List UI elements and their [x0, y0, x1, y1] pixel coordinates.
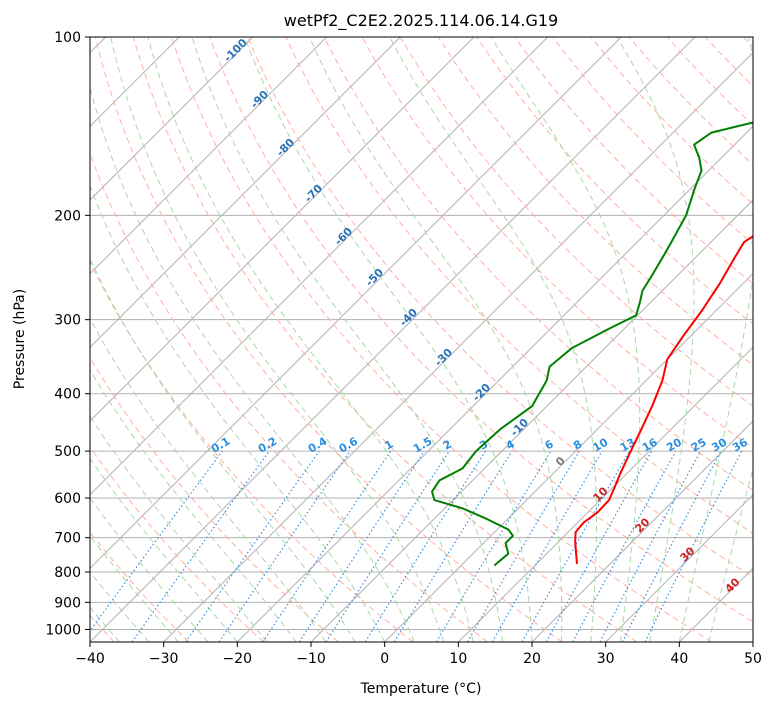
isotherm-line — [605, 493, 753, 642]
moist-adiabat-line — [308, 37, 563, 642]
moist-adiabat-line — [616, 37, 695, 642]
mixing-ratio-line — [364, 450, 486, 642]
x-tick-label: 0 — [380, 651, 389, 667]
mixing-ratio-line — [466, 450, 580, 642]
x-axis: −40 −30 −20 −10 0 10 20 30 40 50 — [75, 642, 762, 667]
moist-adiabat-line — [708, 466, 753, 642]
moist-adiabat-line — [191, 37, 503, 642]
moist-adiabat-line — [147, 37, 474, 642]
plot-frame — [89, 36, 754, 643]
dry-adiabat-line — [514, 37, 753, 285]
moist-adiabat-line — [90, 457, 238, 642]
moist-adiabat-line — [90, 184, 386, 642]
x-tick-label: −20 — [223, 651, 253, 667]
mixing-ratio-line — [491, 450, 603, 642]
y-tick-label: 700 — [54, 531, 81, 547]
moist-adiabat-line — [490, 37, 641, 642]
mixing-ratio-line — [545, 450, 653, 642]
x-tick-label: 30 — [597, 651, 615, 667]
x-tick-label: −40 — [75, 651, 105, 667]
x-tick-label: 50 — [744, 651, 762, 667]
moist-adiabat-line — [90, 85, 415, 642]
background-reference-lines — [90, 37, 753, 642]
y-tick-label: 600 — [54, 491, 81, 507]
x-tick-label: 20 — [523, 651, 541, 667]
y-tick-label: 400 — [54, 387, 81, 403]
dry-adiabat-line — [90, 446, 264, 642]
y-tick-label: 900 — [54, 595, 81, 611]
isotherm-line — [90, 37, 475, 422]
y-tick-label: 200 — [54, 208, 81, 224]
temperature-profile — [574, 235, 753, 564]
mixing-ratio-line — [393, 450, 513, 642]
mixing-ratio-line — [572, 450, 677, 642]
mixing-ratio-line — [185, 450, 320, 642]
isotherm-line — [236, 125, 753, 642]
isotherm-line — [90, 37, 328, 275]
y-axis: 1000 900 800 700 600 500 400 300 200 100 — [45, 30, 90, 638]
moist-adiabat-line — [244, 37, 533, 642]
dewpoint-profile — [431, 121, 753, 567]
x-axis-title: Temperature (°C) — [360, 681, 482, 697]
x-tick-label: −30 — [149, 651, 179, 667]
x-tick-label: −10 — [296, 651, 326, 667]
mixing-ratio-line — [218, 450, 351, 642]
dry-adiabat-line — [476, 37, 753, 325]
moist-adiabat-line — [678, 37, 753, 642]
moist-adiabat-line — [90, 415, 268, 642]
moist-adiabat-line — [90, 369, 297, 642]
moist-adiabat-line — [90, 257, 356, 642]
dry-adiabat-line — [628, 37, 753, 166]
mixing-ratio-line — [90, 450, 223, 632]
dry-adiabat-line — [323, 37, 753, 491]
y-tick-label: 800 — [54, 565, 81, 581]
dry-adiabat-line — [399, 37, 753, 407]
dry-adiabat-line — [209, 37, 753, 623]
isotherm-line — [90, 37, 622, 570]
isotherm-line — [90, 37, 401, 349]
dry-adiabat-line — [94, 37, 563, 642]
dry-adiabat-line — [132, 37, 638, 642]
moist-adiabat-line — [389, 37, 597, 642]
moist-adiabat-line — [90, 317, 327, 642]
chart-title: wetPf2_C2E2.2025.114.06.14.G19 — [284, 11, 558, 31]
mixing-ratio-line — [131, 450, 270, 642]
y-axis-title: Pressure (hPa) — [12, 289, 28, 389]
dry-adiabat-line — [247, 37, 753, 578]
moist-adiabat-line — [90, 497, 209, 642]
moist-adiabat-line — [110, 37, 445, 642]
isotherm-line — [90, 37, 696, 642]
x-tick-label: 40 — [670, 651, 688, 667]
isotherm-line — [384, 272, 753, 642]
isotherm-line — [90, 37, 254, 201]
dry-adiabat-line — [361, 37, 753, 449]
sounding-profiles — [431, 121, 753, 567]
isotherm-line — [90, 37, 549, 496]
y-tick-label: 300 — [54, 313, 81, 329]
mixing-ratio-line — [325, 450, 450, 642]
mixing-ratio-line — [435, 450, 552, 642]
y-tick-label: 1000 — [45, 622, 81, 638]
y-tick-label: 500 — [54, 444, 81, 460]
moist-adiabat-line — [90, 534, 179, 642]
y-tick-label: 100 — [54, 30, 81, 46]
x-tick-label: 10 — [449, 651, 467, 667]
